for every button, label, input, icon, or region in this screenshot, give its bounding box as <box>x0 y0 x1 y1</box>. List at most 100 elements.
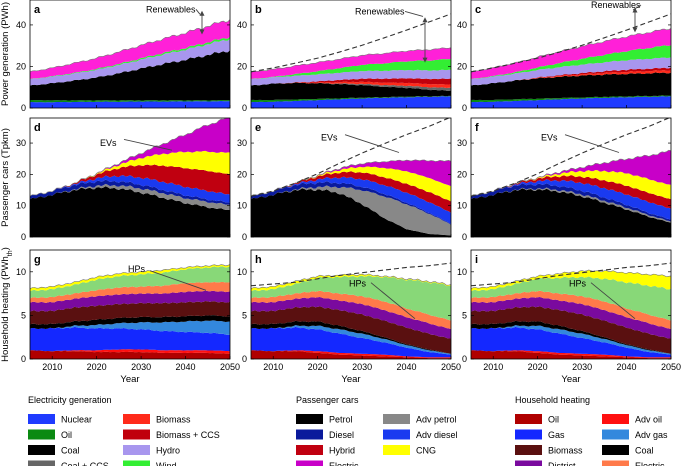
panel-h: 0 5 10 2010 2020 2030 2040 2050 h HPs <box>237 249 461 372</box>
legend-item-label: Petrol <box>329 415 353 425</box>
legend-cars: Passenger cars Petrol Adv petrol Diesel Adv … <box>296 395 458 466</box>
panel-letter: b <box>255 4 262 16</box>
xtick-label: 2030 <box>131 362 151 372</box>
legend-item-label: Adv petrol <box>416 415 457 425</box>
area-d-petrol <box>30 186 230 237</box>
frame-f <box>470 117 672 238</box>
area-f-petrol <box>471 188 671 237</box>
legend-item-label: Oil <box>548 415 559 425</box>
legend-swatch <box>123 414 150 424</box>
legend-swatch <box>515 460 542 466</box>
annotation-label: HPs <box>349 278 367 288</box>
ylabel-subscript: th <box>7 250 14 256</box>
legend-item-label: Coal <box>635 446 654 456</box>
legend-swatch <box>28 414 55 424</box>
ytick-label: 5 <box>242 310 247 320</box>
ytick-label: 10 <box>457 201 467 211</box>
xtick-label: 2040 <box>176 362 196 372</box>
legend-title: Household heating <box>515 395 590 405</box>
stack-d <box>30 118 230 237</box>
arrow-head <box>422 17 428 23</box>
area-g-oil <box>30 350 230 359</box>
xtick-label: 2010 <box>42 362 62 372</box>
area-c-nuclear <box>471 96 671 108</box>
area-i-gas <box>471 326 671 358</box>
xtick-label: 2010 <box>263 362 283 372</box>
area-b-coal-ccs <box>251 82 451 91</box>
area-e-adv-diesel <box>251 176 451 225</box>
annotation-label: EVs <box>541 132 558 142</box>
frame-i <box>470 249 672 360</box>
legend-swatch <box>515 429 542 440</box>
ylabel-heating: Household heating (PWhth) <box>0 247 14 362</box>
xtick-label: 2010 <box>483 362 503 372</box>
ytick-label: 20 <box>457 169 467 179</box>
legend-heating: Household heating Oil Adv oil Gas Adv gas Bio… <box>515 395 668 466</box>
legend-swatch <box>28 445 55 455</box>
arrow-head <box>632 7 638 13</box>
legend-swatch <box>123 429 150 440</box>
legend-swatch <box>123 460 150 466</box>
area-a-solar <box>30 19 230 80</box>
area-e-electric <box>251 159 451 197</box>
area-g-district <box>30 290 230 312</box>
xtick-label: 2030 <box>572 362 592 372</box>
legend-swatch <box>296 445 323 455</box>
area-d-adv-petrol <box>30 183 230 211</box>
annotation-leader <box>149 270 207 291</box>
area-d-adv-diesel <box>30 175 230 203</box>
baseline-dashed-e <box>251 118 451 197</box>
legend-swatch <box>28 460 55 466</box>
xlabel-col-3: Year <box>561 374 580 385</box>
area-i-adv-gas <box>471 325 671 355</box>
frame-c <box>470 0 672 109</box>
area-g-gas <box>30 326 230 352</box>
legend-item-label: Adv diesel <box>416 430 458 440</box>
area-f-electric <box>471 150 671 197</box>
annotation-leader <box>404 11 424 17</box>
ylabel-text: Passenger cars (Tpkm) <box>0 128 11 227</box>
area-i-oil <box>471 350 671 359</box>
ytick-label: 0 <box>462 354 467 364</box>
area-d-cng <box>30 150 230 197</box>
legend-item-label: Biomass + CCS <box>156 430 220 440</box>
area-e-cng <box>251 166 451 202</box>
ytick-label: 5 <box>21 310 26 320</box>
area-f-cng <box>471 169 671 200</box>
panel-i: 0 5 10 2010 2020 2030 2040 2050 i HPs <box>457 249 681 372</box>
frame-e <box>250 117 452 238</box>
xtick-label: 2050 <box>661 362 681 372</box>
xtick-label: 2020 <box>308 362 328 372</box>
legend-item-label: Electric <box>635 461 665 466</box>
annotation-leader <box>632 4 642 11</box>
legend-electricity: Electricity generation Nuclear Biomass Oil B… <box>28 395 220 466</box>
area-i-layer <box>471 270 671 292</box>
ylabel-text: Power generation (PWh) <box>0 2 11 106</box>
area-b-solar <box>251 47 451 80</box>
legend-swatch <box>296 460 323 466</box>
annotation-label: Renewables <box>146 4 196 14</box>
stack-e <box>251 118 451 237</box>
area-g-electric <box>30 281 230 303</box>
area-h-coal <box>251 320 451 354</box>
stack-b <box>251 13 451 108</box>
area-h-electric <box>251 290 451 330</box>
legend-item-label: Adv oil <box>635 415 662 425</box>
ytick-label: 10 <box>16 201 26 211</box>
area-d-diesel <box>30 179 230 206</box>
annotation-label: Renewables <box>591 0 641 10</box>
area-c-biomass-ccs <box>471 67 671 86</box>
area-b-biomass <box>251 81 451 89</box>
ytick-label: 40 <box>237 20 247 30</box>
panel-e: 0 10 20 30 e EVs <box>237 117 452 242</box>
xlabel-col-1: Year <box>120 374 139 385</box>
area-g-coal <box>30 315 230 330</box>
xlabel-col-2: Year <box>341 374 360 385</box>
legend-swatch <box>296 414 323 424</box>
baseline-dashed-c <box>471 13 671 73</box>
annotation-label: Renewables <box>355 6 405 16</box>
arrow-head <box>199 10 205 16</box>
area-c-biomass <box>471 70 671 86</box>
area-i-biomass <box>471 306 671 354</box>
xtick-label: 2030 <box>352 362 372 372</box>
